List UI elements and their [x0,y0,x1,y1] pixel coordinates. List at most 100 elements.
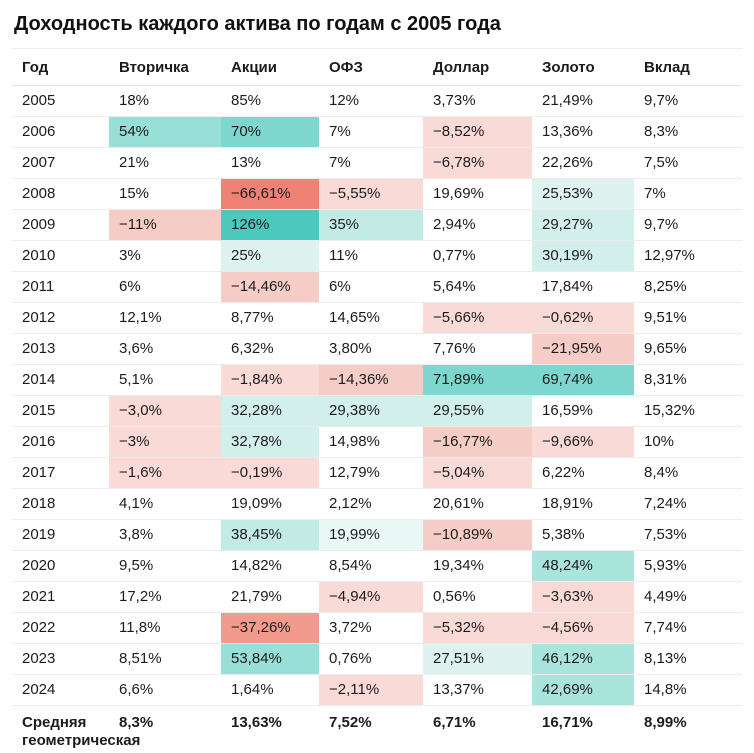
cell-year: 2020 [12,550,109,582]
cell-value: 12,79% [319,457,423,489]
cell-value: 21% [109,147,221,179]
cell-value: −1,84% [221,364,319,396]
cell-value: 46,12% [532,643,634,675]
cell-value: 3,8% [109,519,221,551]
cell-value: 126% [221,209,319,241]
cell-value: −5,04% [423,457,532,489]
cell-value: 20,61% [423,488,532,520]
cell-value: 9,51% [634,302,742,334]
cell-value: 11,8% [109,612,221,644]
table-row: 2024 6,6% 1,64% −2,11% 13,37% 42,69% 14,8% [12,674,742,706]
table-body: 2005 18% 85% 12% 3,73% 21,49% 9,7% 2006 54% 70% 7%… [12,85,742,706]
cell-value: 3% [109,240,221,272]
cell-value: 69,74% [532,364,634,396]
table-row: 2006 54% 70% 7% −8,52% 13,36% 8,3% [12,116,742,148]
cell-value: −5,32% [423,612,532,644]
page-title: Доходность каждого актива по годам с 200… [14,13,501,35]
cell-value: 19,99% [319,519,423,551]
cell-value: 16,59% [532,395,634,427]
cell-value: 11% [319,240,423,272]
cell-year: 2010 [12,240,109,272]
cell-value: −5,55% [319,178,423,210]
cell-value: 21,49% [532,85,634,117]
footer-label: Средняя геометрическая доходность [12,705,140,753]
footer-value: 13,63% [221,705,319,753]
cell-value: 54% [109,116,221,148]
cell-year: 2022 [12,612,109,644]
cell-value: −3,0% [109,395,221,427]
table-row: 2022 11,8% −37,26% 3,72% −5,32% −4,56% 7,74% [12,612,742,644]
cell-value: 8,3% [634,116,742,148]
column-header-6: Вклад [634,48,742,86]
cell-year: 2005 [12,85,109,117]
cell-value: −14,46% [221,271,319,303]
cell-value: −3% [109,426,221,458]
cell-value: 5,1% [109,364,221,396]
cell-value: 19,69% [423,178,532,210]
cell-value: 38,45% [221,519,319,551]
cell-value: 17,84% [532,271,634,303]
table-row: 2023 8,51% 53,84% 0,76% 27,51% 46,12% 8,13% [12,643,742,675]
cell-year: 2013 [12,333,109,365]
cell-value: 22,26% [532,147,634,179]
column-header-3: ОФЗ [319,48,423,86]
cell-value: 30,19% [532,240,634,272]
cell-value: −11% [109,209,221,241]
table-row: 2019 3,8% 38,45% 19,99% −10,89% 5,38% 7,53% [12,519,742,551]
cell-year: 2018 [12,488,109,520]
cell-value: 7,74% [634,612,742,644]
table-row: 2007 21% 13% 7% −6,78% 22,26% 7,5% [12,147,742,179]
cell-value: 8,31% [634,364,742,396]
table-row: 2010 3% 25% 11% 0,77% 30,19% 12,97% [12,240,742,272]
cell-value: 19,34% [423,550,532,582]
cell-value: 35% [319,209,423,241]
cell-value: 12% [319,85,423,117]
cell-value: 7,24% [634,488,742,520]
table-footer: Средняя геометрическая доходность8,3%13,… [12,705,742,753]
cell-year: 2016 [12,426,109,458]
cell-value: 4,1% [109,488,221,520]
cell-year: 2014 [12,364,109,396]
cell-value: 8,54% [319,550,423,582]
cell-value: 12,1% [109,302,221,334]
cell-value: 32,78% [221,426,319,458]
cell-value: −9,66% [532,426,634,458]
cell-value: 32,28% [221,395,319,427]
cell-value: 6% [319,271,423,303]
cell-value: 71,89% [423,364,532,396]
cell-year: 2021 [12,581,109,613]
cell-value: 9,5% [109,550,221,582]
cell-value: 6,22% [532,457,634,489]
cell-year: 2011 [12,271,109,303]
cell-year: 2015 [12,395,109,427]
cell-value: 18% [109,85,221,117]
cell-value: 7,53% [634,519,742,551]
cell-value: 13,36% [532,116,634,148]
cell-value: 3,6% [109,333,221,365]
cell-year: 2012 [12,302,109,334]
cell-value: −8,52% [423,116,532,148]
table-header: Год Вторичка Акции ОФЗ Доллар Золото Вклад [12,48,742,86]
cell-value: 42,69% [532,674,634,706]
cell-value: −16,77% [423,426,532,458]
cell-value: 8,25% [634,271,742,303]
cell-year: 2023 [12,643,109,675]
cell-year: 2008 [12,178,109,210]
cell-value: 27,51% [423,643,532,675]
table-row: 2005 18% 85% 12% 3,73% 21,49% 9,7% [12,85,742,117]
cell-value: −0,62% [532,302,634,334]
cell-value: 2,94% [423,209,532,241]
cell-value: 29,38% [319,395,423,427]
cell-value: 8,4% [634,457,742,489]
cell-value: 7% [319,147,423,179]
cell-value: 8,51% [109,643,221,675]
cell-value: −6,78% [423,147,532,179]
table-row: 2012 12,1% 8,77% 14,65% −5,66% −0,62% 9,51% [12,302,742,334]
cell-value: −2,11% [319,674,423,706]
cell-value: −3,63% [532,581,634,613]
cell-year: 2017 [12,457,109,489]
cell-year: 2007 [12,147,109,179]
cell-year: 2024 [12,674,109,706]
cell-value: −0,19% [221,457,319,489]
cell-value: 14,98% [319,426,423,458]
